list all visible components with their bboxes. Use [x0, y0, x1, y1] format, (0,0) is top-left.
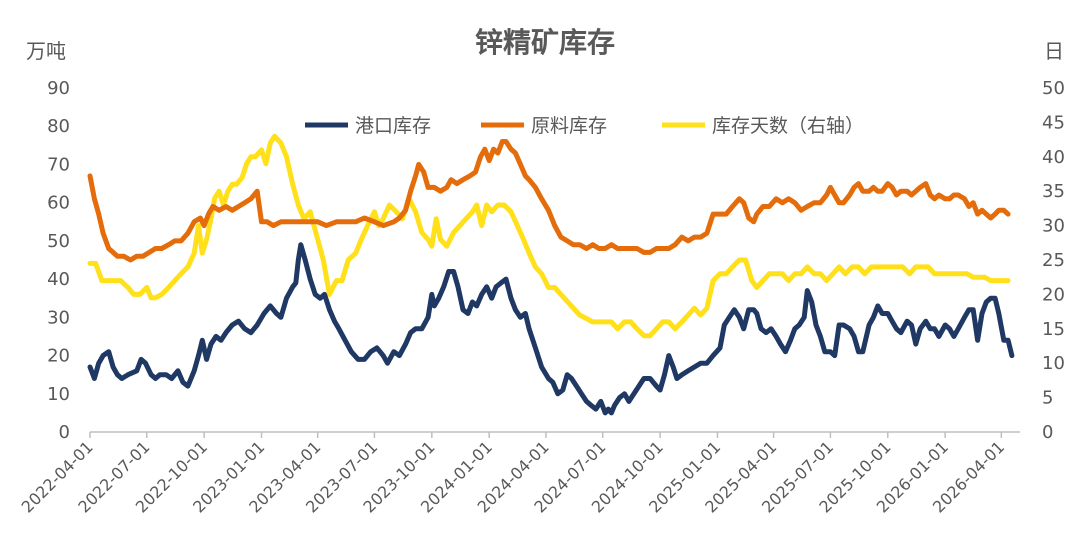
legend-label-raw-stock: 原料库存	[531, 115, 607, 137]
left-tick-label: 90	[47, 78, 70, 99]
raw-stock-line	[87, 139, 1011, 263]
right-tick-label: 35	[1042, 181, 1065, 202]
stock-days-line	[87, 133, 1011, 339]
left-tick-label: 10	[47, 384, 70, 405]
right-tick-label: 0	[1042, 422, 1053, 443]
left-tick-label: 60	[47, 193, 70, 214]
left-tick-label: 50	[47, 231, 70, 252]
legend: 港口库存 原料库存 库存天数（右轴）	[305, 115, 864, 137]
right-tick-label: 20	[1042, 284, 1065, 305]
chart-title: 锌精矿库存	[475, 26, 615, 59]
left-tick-label: 20	[47, 346, 70, 367]
right-tick-label: 50	[1042, 78, 1065, 99]
left-axis-unit: 万吨	[26, 39, 66, 63]
left-tick-label: 70	[47, 154, 70, 175]
left-tick-label: 80	[47, 116, 70, 137]
legend-label-port-stock: 港口库存	[355, 115, 431, 137]
left-tick-label: 40	[47, 269, 70, 290]
right-axis-unit: 日	[1044, 39, 1064, 63]
right-tick-label: 5	[1042, 388, 1053, 409]
right-tick-label: 40	[1042, 147, 1065, 168]
right-tick-label: 15	[1042, 319, 1065, 340]
right-tick-label: 25	[1042, 250, 1065, 271]
axes: 0102030405060708090051015202530354045502…	[18, 78, 1065, 517]
right-tick-label: 10	[1042, 353, 1065, 374]
left-tick-label: 30	[47, 307, 70, 328]
legend-label-stock-days: 库存天数（右轴）	[712, 115, 864, 137]
series-layer	[87, 133, 1015, 416]
right-tick-label: 30	[1042, 216, 1065, 237]
port-stock-line	[87, 242, 1015, 416]
left-tick-label: 0	[59, 422, 70, 443]
right-tick-label: 45	[1042, 112, 1065, 133]
